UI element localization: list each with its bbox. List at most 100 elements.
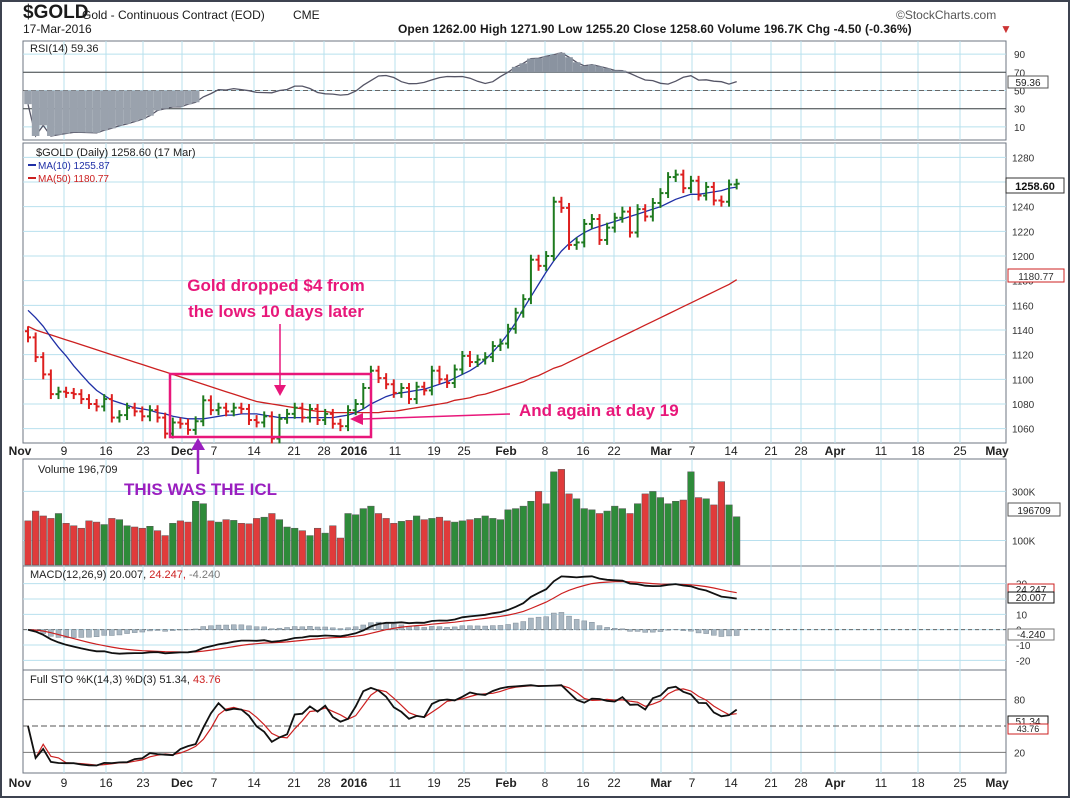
price-bar [47, 369, 54, 400]
macd-line-badge [1007, 591, 1055, 604]
volume-bar [565, 493, 573, 566]
macd-histogram-bar [413, 626, 420, 630]
price-tick-label: 1120 [1012, 351, 1034, 362]
volume-bar [32, 510, 40, 566]
price-bar [192, 416, 199, 435]
price-bar [108, 394, 115, 423]
price-bar [177, 417, 184, 429]
macd-histogram-bar [101, 629, 107, 636]
volume-bar [710, 504, 718, 566]
volume-bar [428, 518, 436, 566]
macd-histogram-bar [70, 629, 77, 638]
macd-histogram-bar [650, 629, 656, 633]
price-bar [596, 214, 603, 245]
price-bar [390, 379, 397, 398]
macd-tick-label: 10 [1016, 610, 1028, 621]
x-axis-label: May [985, 444, 1009, 458]
price-bar [55, 386, 62, 400]
sto-d-badge [1007, 723, 1049, 735]
price-bar [459, 350, 466, 375]
macd-histogram-bar [162, 629, 168, 632]
volume-bar [595, 513, 604, 566]
price-bar [649, 198, 656, 222]
volume-bar [588, 509, 596, 566]
price-bar [489, 341, 496, 363]
x-axis-labels: Nov Nov 9 9 16 16 23 23 Dec Dec 7 7 14 14 21 21 28 28 2016… [9, 444, 1009, 790]
volume-bar [153, 530, 162, 566]
volume-bar [268, 513, 276, 566]
contract-description: Gold - Continuous Contract (EOD) [82, 8, 265, 22]
price-tick-label: 1200 [1012, 252, 1035, 263]
volume-bar [672, 500, 680, 566]
x-axis-label: 11 [875, 444, 888, 458]
price-tick-label: 1160 [1012, 301, 1034, 312]
x-axis-label: 19 [427, 776, 441, 790]
macd-histogram-bar [345, 627, 351, 630]
icl-arrow-icon [191, 438, 205, 450]
macd-histogram-bar [337, 628, 344, 630]
price-bar [718, 195, 725, 207]
macd-histogram-bar [497, 625, 504, 630]
x-axis-label: 21 [764, 444, 778, 458]
volume-bar [291, 527, 299, 566]
price-bar [70, 387, 77, 400]
volume-bar [542, 503, 550, 566]
axis-ticks: 1280126012401220120011801160114011201100… [1012, 50, 1036, 759]
volume-bar [374, 513, 383, 566]
macd-histogram-bar [589, 622, 595, 630]
last-price-text: 1258.60 [1015, 181, 1055, 193]
volume-bar [519, 505, 527, 566]
price-bar [634, 204, 641, 238]
volume-bar [618, 508, 626, 566]
volume-bar [679, 499, 687, 566]
macd-histogram-bar [718, 629, 725, 637]
x-axis-label: 28 [794, 776, 808, 790]
volume-bar [611, 505, 619, 566]
last-price-badge [1005, 177, 1065, 194]
chart-date: 17-Mar-2016 [23, 22, 92, 36]
price-bar [710, 182, 717, 206]
volume-bar [85, 520, 93, 566]
price-bar [185, 418, 192, 435]
volume-series [24, 469, 741, 566]
volume-bar [557, 469, 565, 566]
macd-histogram-bar [733, 629, 740, 636]
volume-bar [138, 527, 146, 566]
dropped-arrow-icon [274, 385, 286, 396]
macd-histogram-bar [657, 629, 664, 632]
price-bar [383, 373, 390, 390]
sto-d-text: 43.76 [1017, 724, 1040, 734]
volume-tick-label: 100K [1012, 536, 1036, 547]
volume-bar [62, 523, 70, 566]
price-bar [314, 404, 321, 425]
price-tick-label: 1240 [1012, 203, 1035, 214]
volume-bar [314, 527, 322, 566]
volume-bar [199, 503, 207, 566]
price-bar [215, 402, 222, 416]
price-bar [466, 350, 473, 367]
macd-histogram-bar [436, 626, 443, 630]
volume-bar [367, 505, 375, 566]
macd-histogram-bar [528, 617, 534, 630]
macd-histogram-bar [391, 623, 397, 630]
x-axis-label: Dec [171, 444, 193, 458]
x-axis-label: Nov [9, 444, 32, 458]
macd-histogram-bar [535, 616, 542, 630]
quote-line: Open 1262.00 High 1271.90 Low 1255.20 Cl… [398, 22, 912, 36]
rsi-label: RSI(14) 59.36 [30, 43, 98, 55]
price-bar [291, 402, 298, 419]
macd-histogram-bar [269, 628, 275, 630]
price-bar [253, 415, 260, 428]
volume-bar [626, 513, 634, 566]
price-bar [672, 169, 679, 182]
macd-histogram-bar [703, 629, 709, 634]
price-bar [550, 196, 557, 261]
macd-histogram-bar [604, 627, 610, 630]
macd-histogram-bar [474, 625, 481, 630]
price-bar [230, 402, 237, 417]
macd-histogram-bar [444, 627, 450, 630]
x-axis-label: 2016 [341, 444, 368, 458]
macd-histogram-bar [284, 627, 290, 630]
volume-bar [641, 493, 649, 566]
